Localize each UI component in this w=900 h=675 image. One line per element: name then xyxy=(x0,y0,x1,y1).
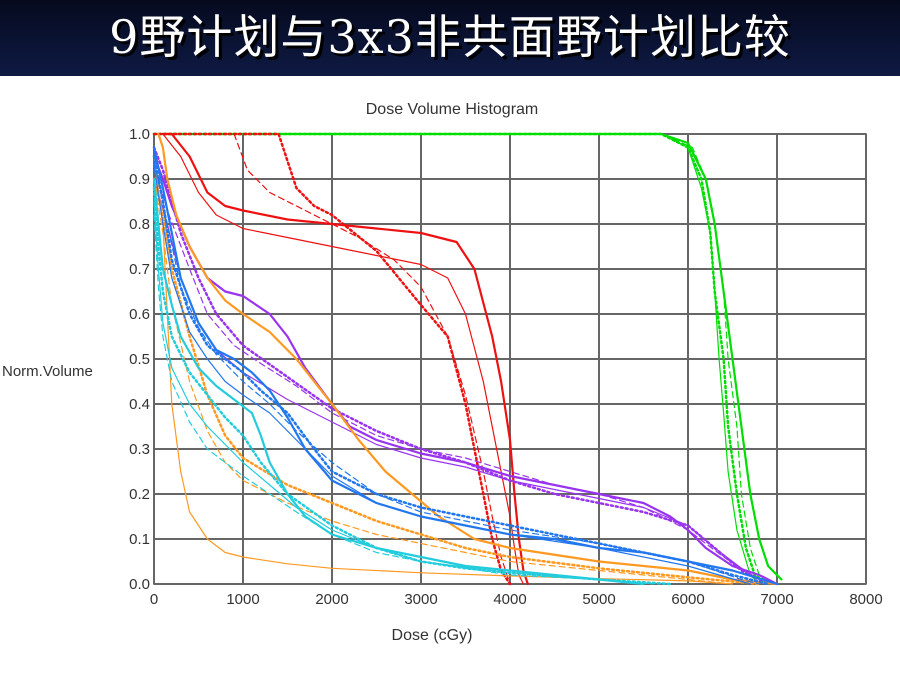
x-tick-label: 5000 xyxy=(582,591,615,608)
x-tick-label: 2000 xyxy=(315,591,348,608)
y-tick-label: 0.4 xyxy=(129,396,150,413)
y-axis-label: Norm.Volume xyxy=(2,363,93,380)
x-tick-label: 4000 xyxy=(493,591,526,608)
dvh-series-line xyxy=(153,164,778,585)
dvh-series-line xyxy=(152,146,779,586)
slide-header: 9野计划与3x3非共面野计划比较 xyxy=(0,0,900,76)
dvh-series-line xyxy=(153,214,653,585)
slide-body: Dose Volume Histogram Dose (cGy) Norm.Vo… xyxy=(0,76,900,675)
series-layer xyxy=(152,132,783,586)
x-tick-label: 6000 xyxy=(671,591,704,608)
dvh-series-line xyxy=(153,164,751,585)
chart-title: Dose Volume Histogram xyxy=(366,101,539,118)
dvh-series-line xyxy=(152,177,761,586)
dvh-series-line xyxy=(233,133,511,585)
y-tick-label: 0.2 xyxy=(129,486,150,503)
y-tick-label: 0.3 xyxy=(129,441,150,458)
dvh-series-line xyxy=(152,186,672,586)
y-tick-label: 0.1 xyxy=(129,531,150,548)
slide-title: 9野计划与3x3非共面野计划比较 xyxy=(109,10,791,64)
dvh-series-line xyxy=(153,178,734,585)
x-tick-label: 3000 xyxy=(404,591,437,608)
x-tick-label: 1000 xyxy=(226,591,259,608)
y-tick-label: 0.5 xyxy=(129,351,150,368)
dvh-series-line xyxy=(153,133,760,585)
x-axis-label: Dose (cGy) xyxy=(392,627,473,644)
x-tick-label: 7000 xyxy=(760,591,793,608)
dvh-series-line xyxy=(153,133,769,585)
text-layer: Dose Volume Histogram Dose (cGy) Norm.Vo… xyxy=(2,101,883,644)
y-tick-label: 0.0 xyxy=(129,576,150,593)
dvh-series-line xyxy=(161,132,529,586)
dvh-series-line xyxy=(153,200,645,585)
y-tick-label: 0.9 xyxy=(129,171,150,188)
dvh-series-line xyxy=(152,177,645,586)
y-tick-label: 0.7 xyxy=(129,261,150,278)
dvh-chart: Dose Volume Histogram Dose (cGy) Norm.Vo… xyxy=(0,76,900,675)
dvh-series-line xyxy=(152,132,783,581)
dvh-series-line xyxy=(152,155,770,586)
dvh-series-line xyxy=(153,160,760,585)
x-tick-label: 0 xyxy=(150,591,158,608)
y-tick-label: 0.6 xyxy=(129,306,150,323)
x-tick-label: 8000 xyxy=(849,591,882,608)
dvh-series-line xyxy=(157,132,779,586)
y-tick-label: 1.0 xyxy=(129,126,150,143)
y-tick-label: 0.8 xyxy=(129,216,150,233)
dvh-series-line xyxy=(162,133,524,585)
dvh-series-line xyxy=(152,132,512,586)
